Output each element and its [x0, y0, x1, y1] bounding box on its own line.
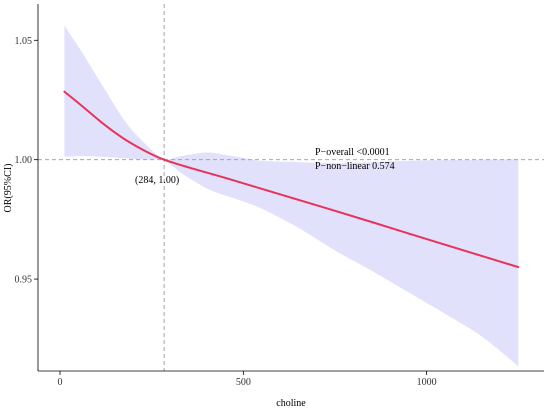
y-tick-label: 1.00 [15, 155, 33, 166]
y-axis-label: OR(95%CI) [3, 164, 14, 213]
x-tick-label: 1000 [417, 377, 437, 388]
reference-point-label: (284, 1.00) [135, 175, 179, 186]
p-overall-annotation: P−overall <0.0001 [315, 147, 390, 158]
y-tick-label: 1.05 [15, 36, 33, 47]
x-tick-label: 500 [236, 377, 251, 388]
p-nonlinear-annotation: P−non−linear 0.574 [315, 161, 395, 172]
x-tick-label: 0 [58, 377, 63, 388]
confidence-band [64, 25, 519, 367]
or-curve-line [63, 90, 520, 269]
x-axis-label: choline [276, 398, 306, 409]
y-tick-label: 0.95 [15, 275, 33, 286]
